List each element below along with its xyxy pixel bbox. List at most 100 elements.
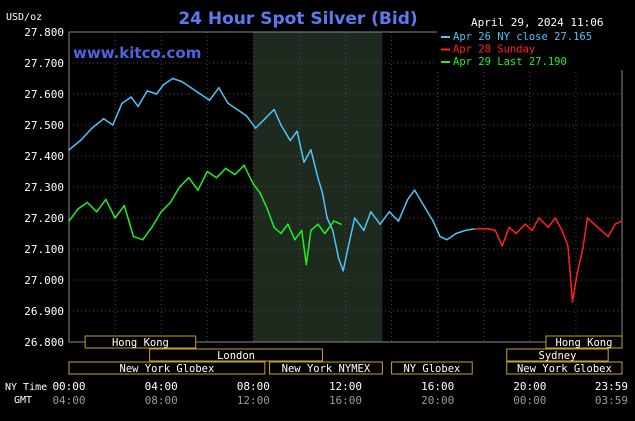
data-point [280, 124, 282, 126]
data-point [538, 217, 540, 219]
data-point [432, 220, 434, 222]
data-point [305, 263, 308, 266]
data-point [259, 192, 262, 194]
data-point [289, 139, 292, 142]
data-point [379, 223, 381, 225]
data-point [121, 102, 123, 105]
data-point [243, 164, 245, 167]
gmt-row-label: GMT [14, 395, 32, 406]
data-point [423, 204, 425, 207]
data-point [508, 226, 510, 229]
data-point [317, 223, 319, 225]
session-bar [84, 335, 197, 349]
data-point [464, 229, 467, 232]
data-point [91, 127, 93, 129]
data-point [234, 173, 236, 176]
data-point [446, 238, 448, 241]
timestamp: April 29, 2024 11:06 [471, 16, 603, 29]
data-point [310, 229, 312, 232]
data-point [266, 207, 268, 210]
data-point [123, 204, 126, 207]
x-tick-label-ny: 00:00 [52, 380, 85, 393]
data-point [397, 220, 400, 222]
x-tick-label-ny: 12:00 [329, 380, 362, 393]
data-point [487, 228, 490, 230]
data-point [531, 229, 533, 232]
series-line [68, 77, 475, 272]
x-tick-label-gmt: 20:00 [421, 394, 454, 407]
session-bar [391, 361, 473, 375]
x-tick-label-gmt: 04:00 [52, 394, 85, 407]
y-tick-label: 27.100 [24, 243, 64, 256]
data-point [254, 127, 257, 129]
data-point [303, 161, 305, 163]
data-point [340, 223, 342, 225]
legend-entry: Apr 29 Last 27.190 [453, 56, 567, 68]
session-bar [149, 348, 323, 362]
data-point [317, 176, 319, 179]
data-point [554, 217, 556, 219]
data-point [326, 217, 328, 219]
data-point [455, 232, 457, 235]
data-point [95, 211, 98, 213]
data-point [79, 139, 82, 142]
data-point [337, 257, 340, 260]
x-tick-label-gmt: 00:00 [513, 394, 546, 407]
data-point [224, 167, 227, 170]
data-point [273, 226, 275, 229]
session-label: New York NYMEX [282, 363, 371, 375]
data-point [227, 102, 229, 105]
data-point [620, 220, 623, 222]
ny-time-row-label: NY Time [5, 382, 47, 393]
data-point [413, 189, 416, 191]
session-label: New York Globex [517, 363, 612, 375]
y-tick-label: 27.200 [24, 212, 64, 225]
x-tick-label-gmt: 16:00 [329, 394, 362, 407]
data-point [547, 226, 550, 229]
plot-frame [68, 31, 623, 343]
legend-entry: Apr 26 NY close 27.165 [453, 31, 592, 43]
data-point [68, 149, 70, 151]
data-point [593, 223, 596, 225]
data-point [296, 130, 298, 132]
data-point [388, 211, 391, 213]
data-point [190, 87, 192, 89]
data-point [111, 124, 114, 126]
data-point [473, 228, 476, 230]
data-point [370, 211, 372, 213]
session-bar [506, 348, 609, 362]
x-tick-label-ny: 23:59 [595, 380, 628, 393]
data-point [321, 192, 324, 194]
data-point [114, 217, 116, 219]
session-bar [506, 361, 623, 375]
data-point [105, 198, 107, 201]
session-bar [68, 361, 266, 375]
data-point [160, 211, 162, 213]
data-point [353, 217, 356, 219]
data-point [332, 229, 334, 232]
data-point [280, 232, 282, 235]
data-point [494, 229, 497, 232]
data-point [561, 229, 563, 232]
data-point [217, 87, 220, 89]
chart-title: 24 Hour Spot Silver (Bid) [178, 9, 417, 29]
legend-box [437, 30, 623, 70]
y-tick-label: 26.800 [24, 336, 64, 349]
data-point [342, 269, 344, 272]
session-label: New York Globex [120, 363, 215, 375]
session-bar [545, 335, 623, 349]
y-tick-label: 27.400 [24, 150, 64, 163]
x-tick-label-gmt: 12:00 [237, 394, 270, 407]
data-point [245, 114, 248, 117]
data-point [363, 229, 365, 232]
data-point [347, 248, 349, 250]
data-point [86, 201, 89, 204]
data-point [524, 223, 527, 225]
series-line [474, 217, 623, 303]
data-point [181, 80, 183, 83]
data-point [146, 90, 149, 92]
data-point [333, 220, 335, 222]
data-point [206, 170, 209, 173]
data-point [169, 201, 172, 204]
